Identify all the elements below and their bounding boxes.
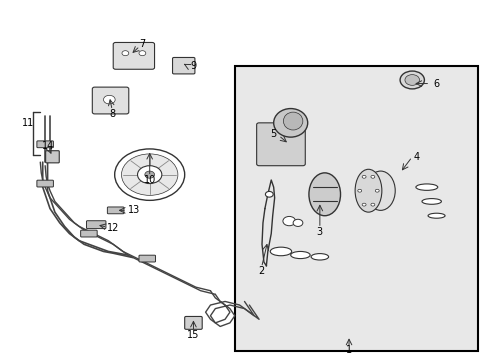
Circle shape [122, 51, 128, 56]
Ellipse shape [283, 112, 302, 130]
Text: 14: 14 [41, 141, 54, 151]
Circle shape [362, 175, 366, 178]
Bar [234, 66, 477, 351]
Text: 15: 15 [187, 330, 199, 341]
Ellipse shape [308, 173, 340, 216]
Ellipse shape [415, 184, 437, 190]
Ellipse shape [427, 213, 444, 218]
Text: 5: 5 [270, 129, 276, 139]
Text: 7: 7 [139, 39, 145, 49]
Circle shape [115, 149, 184, 201]
Text: 2: 2 [258, 266, 264, 276]
Ellipse shape [366, 171, 394, 210]
Ellipse shape [273, 109, 307, 137]
Circle shape [362, 203, 366, 206]
FancyBboxPatch shape [256, 123, 305, 166]
Text: 11: 11 [22, 118, 34, 128]
FancyBboxPatch shape [86, 221, 106, 229]
Circle shape [137, 166, 162, 184]
Circle shape [121, 154, 178, 195]
Text: 8: 8 [109, 109, 115, 119]
FancyBboxPatch shape [184, 316, 202, 329]
FancyBboxPatch shape [139, 255, 155, 262]
Ellipse shape [421, 199, 441, 204]
Circle shape [283, 216, 295, 226]
Circle shape [265, 192, 273, 197]
Ellipse shape [270, 247, 291, 256]
Ellipse shape [354, 169, 381, 212]
Text: 9: 9 [190, 61, 196, 71]
Circle shape [399, 71, 424, 89]
FancyBboxPatch shape [113, 42, 154, 69]
Text: 13: 13 [127, 205, 140, 215]
Text: 12: 12 [107, 223, 119, 233]
Circle shape [404, 75, 419, 85]
Circle shape [144, 171, 154, 178]
Circle shape [374, 189, 378, 192]
FancyBboxPatch shape [81, 230, 97, 237]
FancyBboxPatch shape [92, 87, 128, 114]
Circle shape [370, 175, 374, 178]
FancyBboxPatch shape [37, 141, 53, 148]
Circle shape [103, 95, 115, 104]
Circle shape [139, 51, 145, 56]
Text: 3: 3 [316, 227, 322, 237]
FancyBboxPatch shape [172, 58, 195, 74]
FancyBboxPatch shape [37, 180, 53, 187]
Ellipse shape [310, 253, 328, 260]
Text: 1: 1 [346, 345, 351, 355]
Text: 6: 6 [432, 78, 439, 89]
Circle shape [292, 219, 302, 226]
Ellipse shape [290, 251, 309, 258]
Text: 10: 10 [143, 175, 156, 185]
Circle shape [370, 203, 374, 206]
Text: 4: 4 [413, 152, 419, 162]
Circle shape [357, 189, 361, 192]
FancyBboxPatch shape [45, 151, 59, 163]
FancyBboxPatch shape [107, 207, 123, 214]
